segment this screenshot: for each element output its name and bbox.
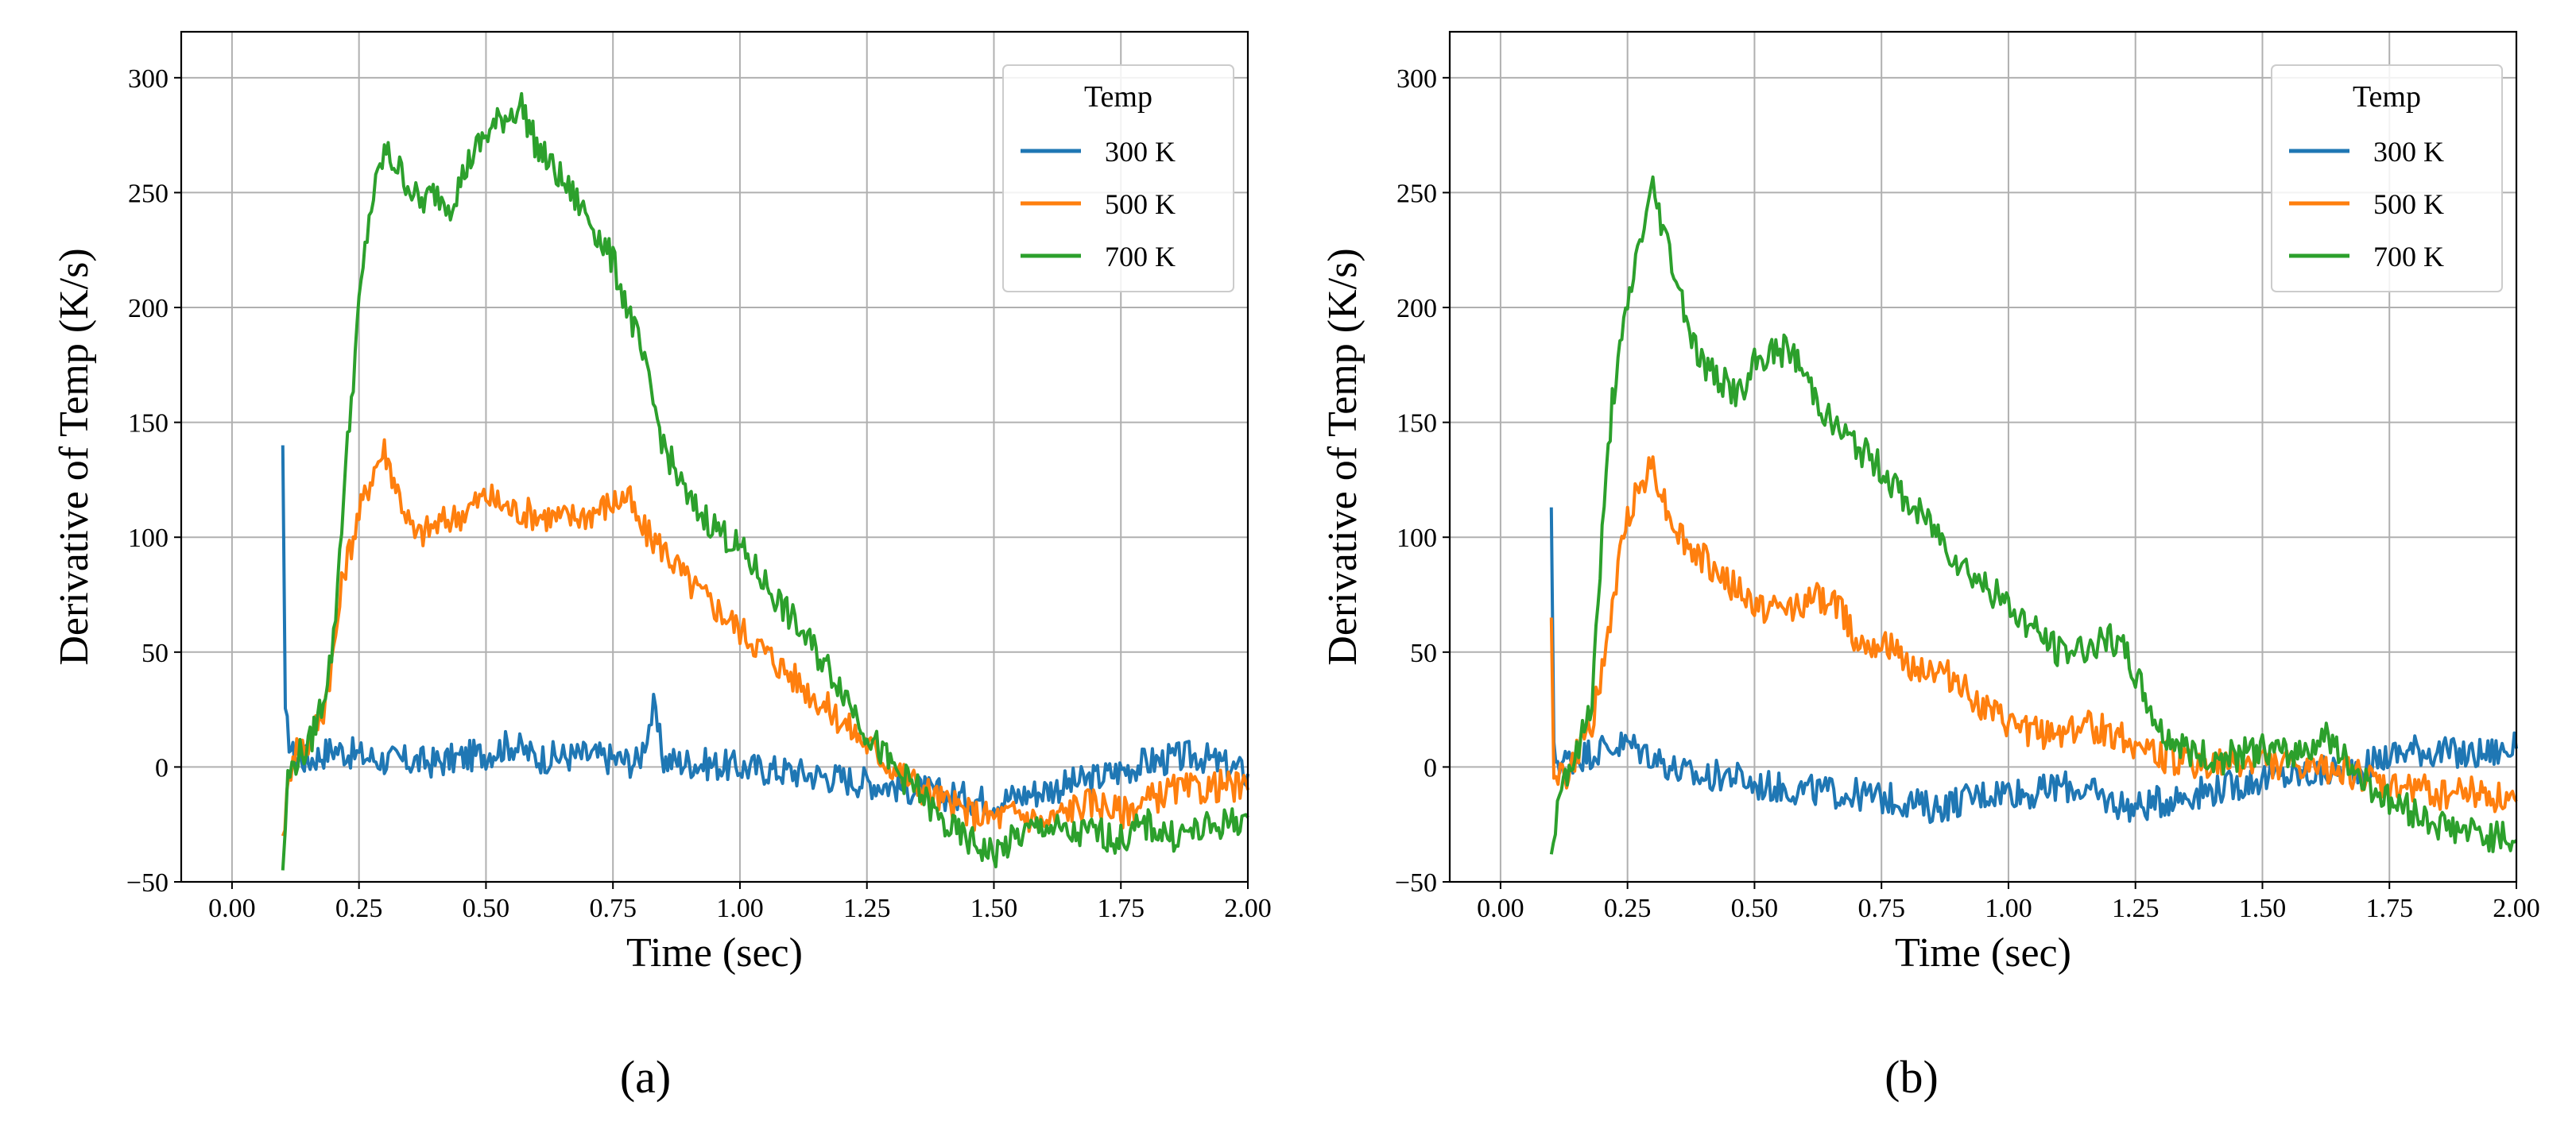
y-tick-label: 250: [1396, 179, 1437, 208]
x-tick-label: 0.25: [335, 894, 383, 923]
x-tick-label: 1.25: [2112, 894, 2160, 923]
y-tick-label: 300: [128, 64, 169, 94]
y-tick-label: 300: [1396, 64, 1437, 94]
y-tick-label: 150: [128, 409, 169, 439]
x-tick-label: 2.00: [2493, 894, 2540, 923]
legend-box: [2271, 64, 2503, 292]
series-line-700k: [281, 91, 1249, 871]
x-tick-label: 1.00: [716, 894, 764, 923]
y-tick-label: −50: [126, 868, 169, 898]
chart-panel-b: 0.00 0.25 0.50 0.75 1.00 1.25 1.50 1.75 2.00 −50 0…: [1320, 30, 2540, 1103]
plot-frame: [1448, 30, 2518, 883]
legend-title: Temp: [2353, 80, 2421, 114]
ticks: 0.00 0.25 0.50 0.75 1.00 1.25 1.50 1.75 2.00 −50 0…: [126, 64, 1272, 923]
ticks: 0.00 0.25 0.50 0.75 1.00 1.25 1.50 1.75 2.00 −50 0…: [1395, 64, 2540, 923]
x-tick-label: 0.00: [1477, 894, 1524, 923]
panel-label: (a): [620, 1051, 671, 1103]
series-line-700k: [1549, 175, 2518, 855]
y-tick-label: 50: [141, 639, 169, 668]
y-tick-label: 200: [128, 294, 169, 323]
y-tick-label: 100: [128, 524, 169, 553]
y-tick-label: 0: [1424, 753, 1437, 783]
legend-label: 300 K: [2373, 136, 2444, 168]
series-line-500k: [281, 438, 1249, 837]
legend-title: Temp: [1084, 80, 1152, 114]
y-axis-label: Derivative of Temp (K/s): [1320, 248, 1365, 665]
series-line-300k: [281, 445, 1249, 818]
series-line-500k: [1549, 455, 2518, 814]
x-tick-label: 0.00: [208, 894, 256, 923]
x-tick-label: 1.50: [2239, 894, 2287, 923]
chart-panel-a: 0.00 0.25 0.50 0.75 1.00 1.25 1.50 1.75 2.00 −50 0…: [52, 30, 1272, 1103]
y-tick-label: 50: [1410, 639, 1437, 668]
x-tick-label: 0.50: [463, 894, 510, 923]
x-tick-label: 1.50: [970, 894, 1018, 923]
x-tick-label: 2.00: [1224, 894, 1272, 923]
legend-label: 500 K: [2373, 188, 2444, 220]
y-axis-label: Derivative of Temp (K/s): [52, 248, 97, 665]
legend-label: 500 K: [1105, 188, 1176, 220]
legend-box: [1002, 64, 1234, 292]
legend-label: 300 K: [1105, 136, 1176, 168]
series-group: [281, 91, 1249, 871]
x-tick-label: 0.75: [1857, 894, 1905, 923]
x-tick-label: 1.25: [843, 894, 891, 923]
x-tick-label: 0.25: [1604, 894, 1652, 923]
legend-label: 700 K: [1105, 241, 1176, 273]
x-tick-label: 1.00: [1985, 894, 2032, 923]
series-group: [1549, 175, 2518, 855]
x-axis-label: Time (sec): [626, 930, 803, 976]
y-tick-label: 200: [1396, 294, 1437, 323]
x-tick-label: 1.75: [2365, 894, 2413, 923]
x-tick-label: 1.75: [1097, 894, 1145, 923]
y-tick-label: 100: [1396, 524, 1437, 553]
x-axis-label: Time (sec): [1895, 930, 2071, 976]
panel-label: (b): [1885, 1051, 1939, 1103]
legend-label: 700 K: [2373, 241, 2444, 273]
plot-frame: [180, 30, 1249, 883]
x-tick-label: 0.50: [1731, 894, 1779, 923]
y-tick-label: 0: [155, 753, 169, 783]
x-tick-label: 0.75: [589, 894, 637, 923]
legend: Temp 300 K 500 K 700 K: [2271, 64, 2503, 292]
y-tick-label: −50: [1395, 868, 1437, 898]
legend: Temp 300 K 500 K 700 K: [1002, 64, 1234, 292]
grid: [181, 32, 1249, 883]
y-tick-label: 250: [128, 179, 169, 208]
y-tick-label: 150: [1396, 409, 1437, 439]
